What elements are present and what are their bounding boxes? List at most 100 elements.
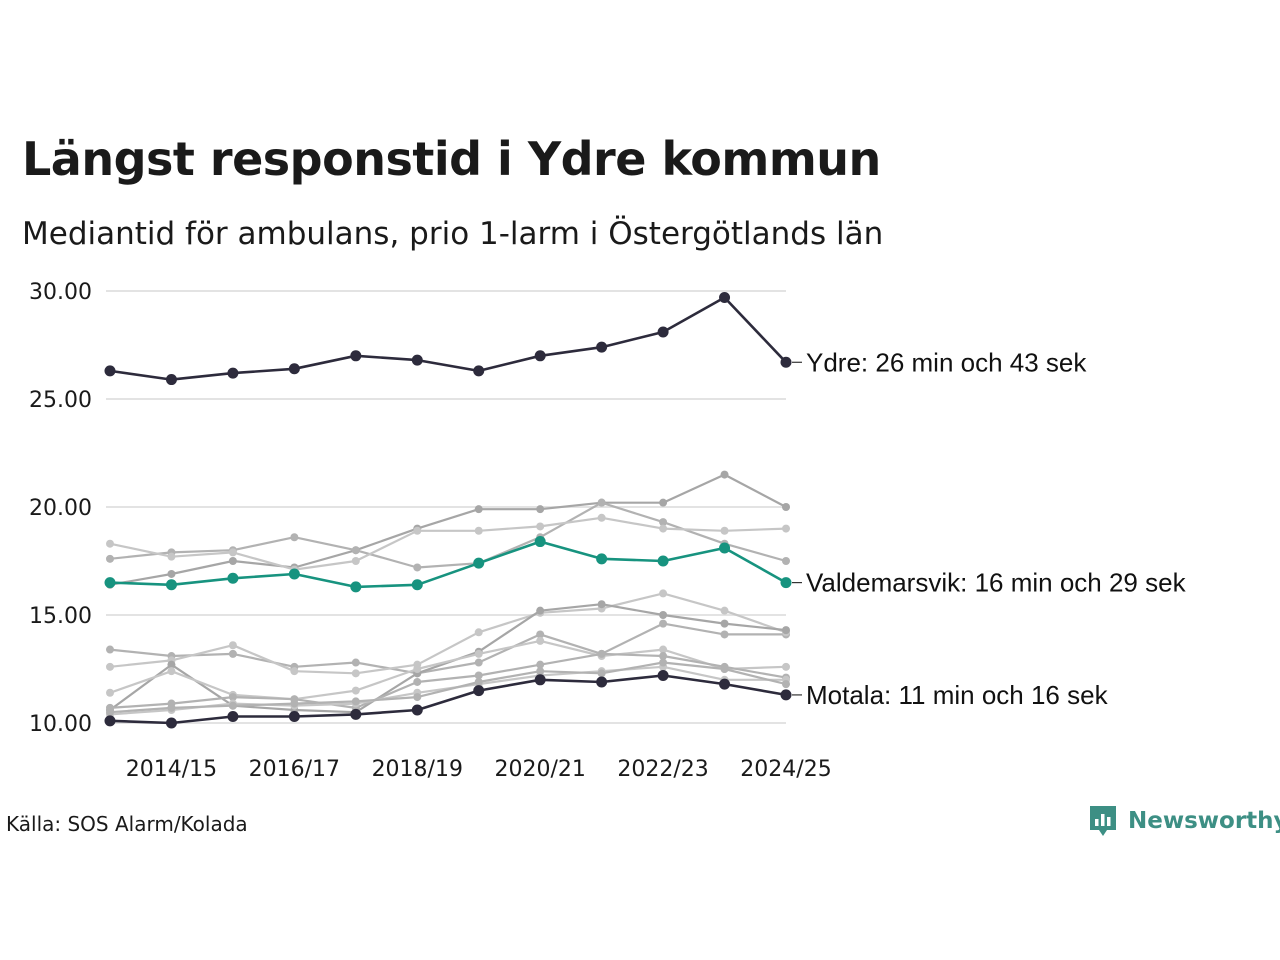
data-point: [782, 557, 790, 565]
grid-lines: [106, 290, 786, 724]
y-tick-label: 30.00: [29, 280, 92, 305]
series-line: [109, 592, 787, 675]
data-point: [351, 658, 360, 667]
data-point: [411, 354, 423, 366]
newsworthy-logo-icon: [1090, 806, 1116, 836]
x-tick-label: 2022/23: [617, 757, 708, 782]
data-point: [659, 518, 668, 527]
data-point: [227, 367, 239, 379]
data-point: [659, 658, 668, 667]
data-point: [780, 356, 792, 368]
data-point: [597, 669, 606, 678]
data-point: [473, 365, 485, 377]
data-point: [474, 658, 483, 667]
data-point: [719, 542, 731, 554]
data-point: [659, 619, 668, 628]
data-point: [106, 662, 114, 671]
series-line: [109, 639, 787, 701]
data-point: [719, 678, 731, 690]
data-point: [659, 652, 668, 661]
brand-name: Newsworthy: [1128, 808, 1280, 834]
data-point: [782, 680, 790, 689]
data-point: [474, 628, 483, 637]
data-point: [782, 626, 790, 635]
data-point: [288, 711, 300, 723]
data-point: [720, 470, 729, 479]
series-ydre: [104, 291, 792, 386]
data-point: [413, 677, 422, 686]
data-point: [659, 645, 668, 654]
data-point: [719, 291, 731, 303]
x-tick-label: 2020/21: [494, 757, 585, 782]
data-point: [104, 715, 116, 727]
x-axis-ticks: 2014/15 2016/17 2018/19 2020/21 2022/23 2024/…: [126, 757, 832, 782]
data-point: [657, 326, 669, 338]
series-line: [109, 674, 787, 725]
data-point: [536, 505, 545, 514]
source-note: Källa: SOS Alarm/Kolada: [6, 812, 248, 836]
series-line: [109, 540, 787, 589]
data-point: [104, 365, 116, 377]
data-point: [720, 665, 729, 673]
series-line: [109, 661, 787, 714]
data-point: [597, 649, 606, 658]
chart-subtitle: Mediantid för ambulans, prio 1-larm i Ös…: [22, 216, 884, 252]
series-end-label: Motala: 11 min och 16 sek: [806, 680, 1109, 710]
data-point: [720, 619, 729, 628]
x-tick-label: 2016/17: [249, 757, 340, 782]
series-line: [109, 296, 787, 381]
series-line: [109, 622, 786, 675]
x-tick-label: 2014/15: [126, 757, 217, 782]
data-point: [413, 693, 422, 702]
data-point: [106, 708, 114, 717]
data-point: [411, 579, 423, 591]
data-point: [536, 630, 545, 639]
y-tick-label: 25.00: [29, 388, 92, 413]
data-point: [474, 526, 483, 535]
data-point: [536, 636, 545, 645]
data-point: [720, 630, 729, 639]
data-point: [106, 539, 114, 548]
data-point: [413, 665, 422, 673]
end-labels: Ydre: 26 min och 43 sek Valdemarsvik: 16 …: [792, 347, 1187, 710]
data-point: [227, 572, 239, 584]
data-point: [351, 669, 360, 678]
series-end-label: Ydre: 26 min och 43 sek: [806, 347, 1087, 377]
series-lines: [104, 291, 792, 729]
data-point: [165, 374, 177, 386]
data-point: [290, 533, 299, 542]
data-point: [288, 363, 300, 375]
data-point: [597, 513, 606, 522]
y-tick-label: 10.00: [29, 712, 92, 737]
series-övrig-kommun-8: [106, 649, 790, 712]
data-point: [596, 553, 608, 565]
data-point: [597, 600, 606, 609]
data-point: [720, 606, 729, 615]
data-point: [536, 667, 545, 676]
series-line: [109, 516, 787, 571]
data-point: [782, 662, 790, 671]
data-point: [228, 548, 237, 557]
data-point: [474, 671, 483, 680]
data-point: [659, 589, 668, 598]
data-point: [597, 498, 606, 507]
data-point: [413, 526, 422, 535]
data-point: [167, 667, 176, 676]
data-point: [104, 577, 116, 589]
data-point: [473, 685, 485, 697]
data-point: [351, 546, 360, 555]
data-point: [536, 522, 545, 531]
data-point: [473, 557, 485, 569]
data-point: [351, 557, 360, 565]
data-point: [780, 577, 792, 589]
data-point: [167, 703, 176, 712]
data-point: [351, 697, 360, 706]
data-point: [290, 667, 299, 676]
data-point: [228, 649, 237, 658]
data-point: [167, 660, 176, 669]
data-point: [657, 555, 669, 567]
data-point: [782, 524, 790, 533]
data-point: [780, 689, 792, 701]
data-point: [228, 701, 237, 710]
y-tick-label: 15.00: [29, 604, 92, 629]
